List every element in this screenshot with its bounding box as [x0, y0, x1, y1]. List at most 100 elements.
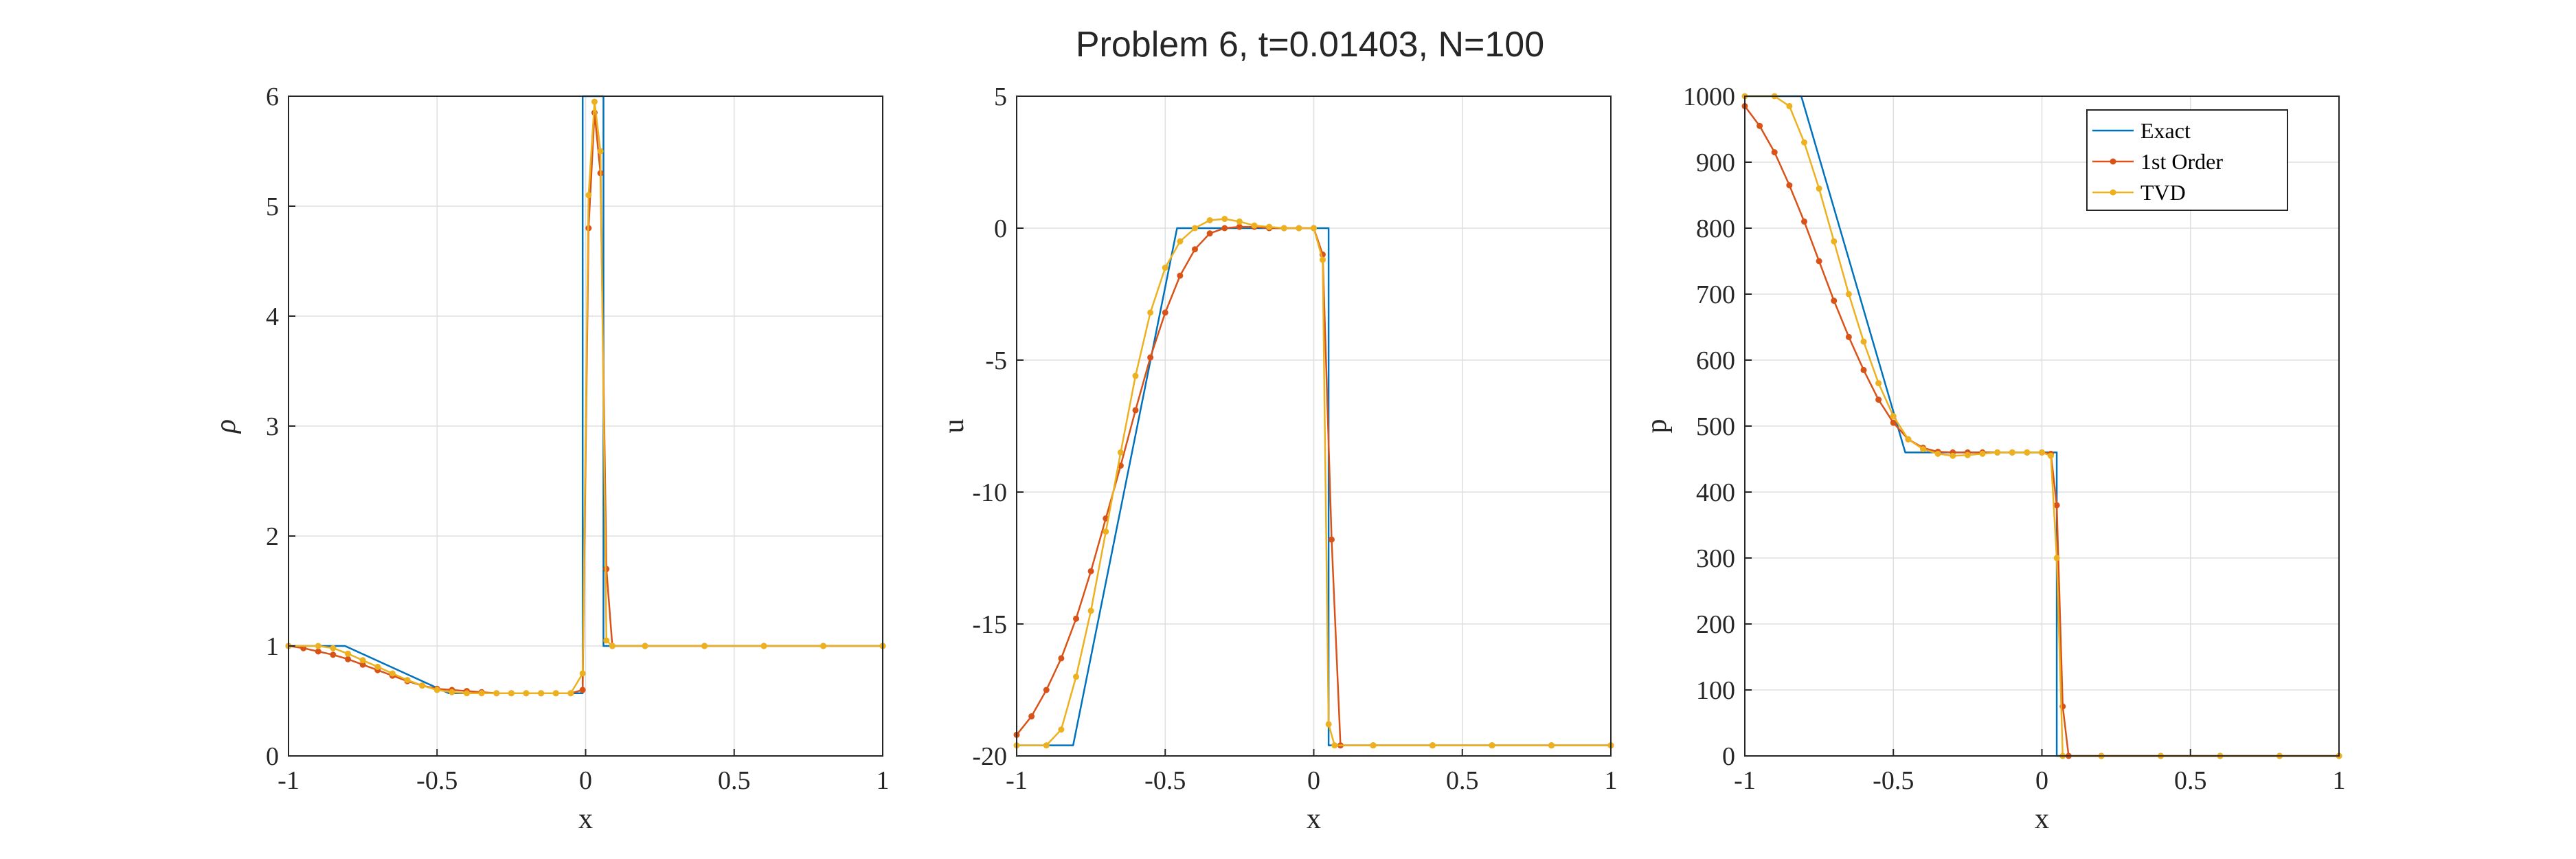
pressure-series-first-order-point	[1890, 419, 1897, 426]
pressure-y-tick-label: 300	[1696, 544, 1735, 573]
pressure-series-first-order-point	[1831, 298, 1838, 304]
legend-marker-first-order	[2110, 158, 2116, 165]
pressure-series-tvd-point	[1950, 452, 1956, 459]
velocity-series-first-order-point	[1028, 713, 1035, 719]
density-series-tvd-point	[591, 98, 598, 105]
velocity-x-tick-label: 1	[1605, 766, 1618, 795]
pressure-x-tick-label: 0.5	[2174, 766, 2207, 795]
velocity-series-first-order-point	[1236, 223, 1243, 230]
velocity-x-tick-label: -0.5	[1144, 766, 1186, 795]
velocity-y-tick-label: 5	[994, 82, 1007, 111]
velocity-series-first-order-point	[1221, 225, 1228, 232]
density-series-tvd-point	[642, 643, 648, 649]
density-series-tvd-point	[508, 690, 515, 697]
density-series-tvd-point	[701, 643, 708, 649]
pressure-series-tvd-point	[1845, 291, 1852, 298]
density-series-tvd-point	[478, 690, 485, 697]
pressure-series-tvd-point	[1994, 449, 2001, 456]
density-series-tvd-point	[523, 690, 530, 697]
pressure-x-tick-label: -1	[1734, 766, 1756, 795]
pressure-series-tvd-point	[1875, 380, 1882, 387]
density-panel: -1 -0.5 0 0.5 1 0 1 2 3 4 5 6 x ρ	[210, 82, 890, 835]
pressure-series-first-order-point	[1845, 333, 1852, 340]
legend-entry-first-order: 1st Order	[2092, 149, 2223, 174]
pressure-tick-layer: -1 -0.5 0 0.5 1 0 100 200 300 400 500 600 700 800 900 1…	[1683, 82, 2346, 795]
density-y-tick-label: 1	[266, 632, 279, 661]
pressure-series-first-order-point	[1816, 258, 1822, 265]
velocity-series-layer	[1013, 216, 1614, 749]
pressure-y-axis-label: p	[1641, 419, 1673, 434]
density-series-exact-line	[289, 95, 883, 695]
pressure-series-first-order-point	[1801, 218, 1807, 225]
legend-label-first-order: 1st Order	[2140, 149, 2223, 174]
pressure-series-tvd-point	[2039, 449, 2045, 456]
pressure-series-tvd-point	[1786, 102, 1793, 109]
velocity-series-tvd-point	[1430, 742, 1436, 749]
legend-label-tvd: TVD	[2140, 180, 2186, 205]
pressure-series-first-order-point	[1875, 397, 1882, 403]
density-x-tick-label: -1	[278, 766, 300, 795]
density-y-tick-label: 6	[266, 82, 279, 111]
density-y-tick-label: 2	[266, 522, 279, 551]
velocity-series-first-order-point	[1043, 687, 1050, 693]
velocity-y-tick-label: 0	[994, 214, 1007, 243]
velocity-series-tvd-point	[1058, 726, 1065, 733]
pressure-series-tvd-point	[1934, 450, 1941, 457]
density-series-tvd-point	[345, 650, 351, 657]
density-x-tick-label: -0.5	[416, 766, 457, 795]
density-series-first-order-point	[579, 687, 586, 693]
velocity-series-tvd-point	[1331, 742, 1338, 749]
legend-label-exact: Exact	[2140, 118, 2191, 143]
velocity-series-tvd-point	[1266, 223, 1273, 230]
velocity-series-tvd-point	[1043, 742, 1050, 749]
pressure-y-tick-label: 0	[1722, 742, 1735, 771]
pressure-series-first-order-point	[1860, 366, 1867, 373]
pressure-series-tvd-point	[2047, 452, 2054, 459]
pressure-series-tvd-point	[1979, 450, 1986, 457]
velocity-series-tvd-point	[1548, 742, 1555, 749]
density-series-tvd-point	[585, 192, 592, 199]
legend-marker-tvd	[2110, 189, 2116, 196]
velocity-series-tvd-point	[1296, 225, 1302, 232]
velocity-y-tick-label: -20	[972, 742, 1007, 771]
pressure-series-first-order-point	[2053, 502, 2060, 509]
density-y-axis-label: ρ	[210, 419, 242, 434]
velocity-x-tick-label: 0	[1307, 766, 1320, 795]
velocity-y-tick-label: -5	[985, 346, 1007, 375]
velocity-series-tvd-point	[1162, 265, 1168, 271]
density-series-tvd-point	[538, 690, 545, 697]
density-series-tvd-point	[449, 689, 455, 695]
velocity-series-tvd-point	[1280, 225, 1287, 232]
pressure-series-tvd-point	[2009, 449, 2015, 456]
density-x-tick-label: 0.5	[718, 766, 751, 795]
pressure-series-first-order-point	[1756, 122, 1763, 129]
density-series-tvd-point	[597, 148, 604, 155]
pressure-y-tick-label: 800	[1696, 214, 1735, 243]
velocity-series-tvd-point	[1117, 449, 1124, 456]
velocity-series-tvd-point	[1206, 216, 1213, 223]
pressure-series-first-order-point	[1786, 182, 1793, 189]
velocity-panel: -1 -0.5 0 0.5 1 -20 -15 -10 -5 0 5 x u	[938, 82, 1618, 835]
density-series-tvd-point	[552, 690, 559, 697]
density-series-tvd-point	[464, 690, 470, 697]
velocity-series-tvd-point	[1370, 742, 1377, 749]
density-series-tvd-point	[433, 687, 440, 693]
velocity-series-tvd-point	[1251, 222, 1258, 229]
pressure-panel: -1 -0.5 0 0.5 1 0 100 200 300 400 500 600 700 800 900 1…	[1641, 82, 2346, 835]
pressure-series-tvd-point	[1860, 338, 1867, 345]
density-y-tick-label: 3	[266, 412, 279, 441]
pressure-y-tick-label: 200	[1696, 610, 1735, 639]
velocity-x-tick-label: -1	[1006, 766, 1028, 795]
velocity-y-axis-label: u	[938, 419, 970, 434]
pressure-series-tvd-point	[2053, 555, 2060, 561]
density-series-first-order-point	[330, 651, 337, 658]
velocity-series-tvd-point	[1087, 607, 1094, 614]
velocity-series-first-order-point	[1177, 272, 1184, 279]
velocity-series-first-order-point	[1073, 615, 1079, 622]
pressure-series-tvd-point	[1905, 436, 1912, 443]
velocity-series-tvd-point	[1325, 721, 1332, 728]
density-series-first-order-point	[315, 648, 321, 655]
velocity-series-tvd-point	[1319, 256, 1326, 263]
density-series-tvd-point	[603, 637, 610, 644]
density-series-tvd-point	[609, 643, 615, 649]
